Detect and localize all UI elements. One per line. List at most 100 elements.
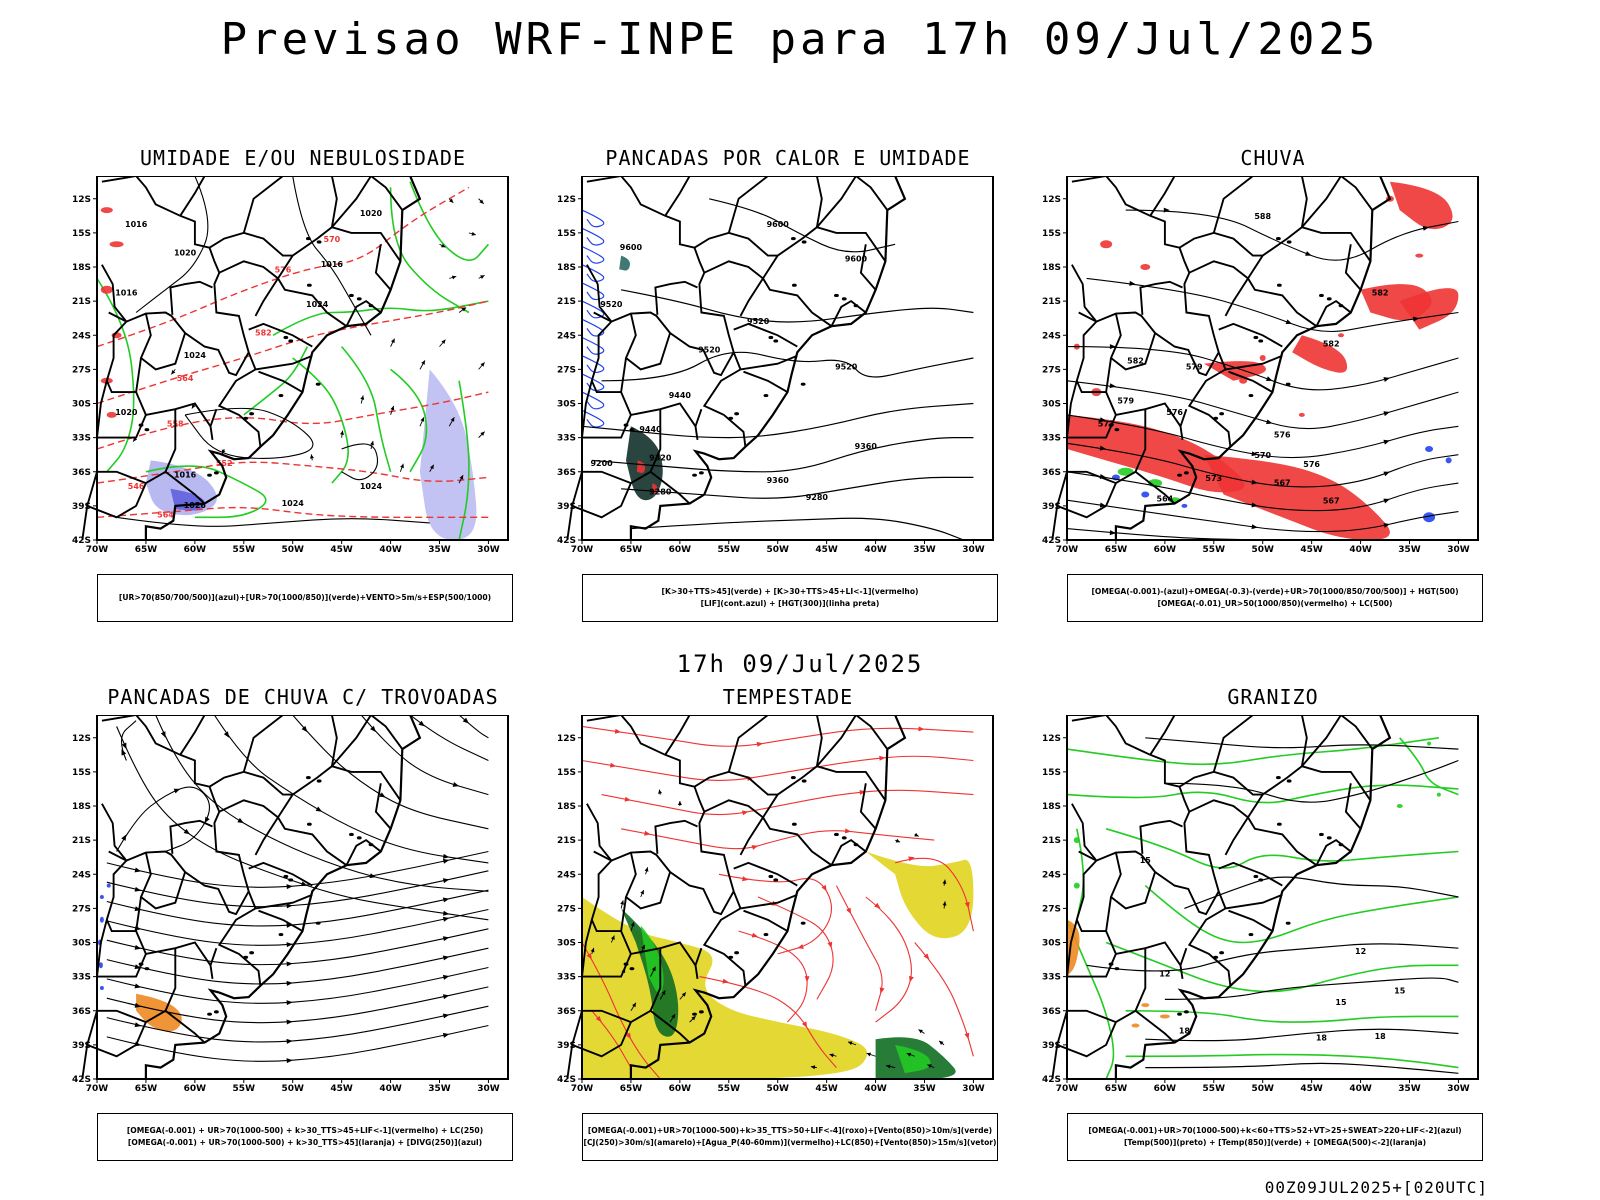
streamline-arrow bbox=[624, 796, 631, 802]
lake bbox=[1114, 428, 1120, 432]
lake bbox=[801, 240, 807, 244]
lon-tick-label: 70W bbox=[86, 1084, 109, 1094]
political-border bbox=[330, 715, 338, 767]
humidity-1000-850-contour bbox=[390, 368, 428, 473]
political-border bbox=[105, 380, 137, 394]
map-frame bbox=[96, 715, 509, 1080]
political-border bbox=[624, 852, 672, 910]
lake bbox=[356, 836, 362, 840]
political-border bbox=[208, 770, 293, 796]
rain-dots bbox=[1298, 412, 1305, 417]
political-border bbox=[1149, 715, 1176, 756]
legend-line: [CJ(250)>30m/s](amarelo)+[Agua_P(40-60mm… bbox=[583, 1138, 997, 1147]
wind-vector-head bbox=[400, 463, 404, 469]
contour-label: 1020 bbox=[174, 249, 197, 258]
lat-tick-label: 12S bbox=[72, 734, 91, 744]
lon-tick-label: 30W bbox=[962, 1084, 985, 1094]
lake bbox=[1285, 921, 1291, 925]
coastline bbox=[1114, 176, 1392, 540]
temp-850-cells bbox=[1073, 837, 1080, 844]
streamline bbox=[1066, 414, 1459, 459]
region-rain-omega-red bbox=[1204, 454, 1390, 540]
political-border bbox=[1301, 715, 1342, 767]
lon-tick-label: 65W bbox=[1105, 545, 1128, 555]
streamline-arrow bbox=[442, 897, 450, 903]
political-border bbox=[624, 313, 672, 371]
rain-dots bbox=[1239, 377, 1248, 384]
lif-contour bbox=[581, 355, 605, 374]
lon-tick-label: 45W bbox=[815, 545, 838, 555]
streamline-arrow bbox=[160, 731, 166, 738]
lake bbox=[138, 962, 144, 966]
streamline-arrow bbox=[1383, 498, 1390, 504]
lon-tick-label: 60W bbox=[1154, 545, 1177, 555]
lake bbox=[1213, 416, 1219, 420]
streamline bbox=[1125, 209, 1459, 261]
political-border bbox=[733, 322, 798, 348]
temp-500-contour bbox=[1184, 876, 1459, 909]
political-border bbox=[218, 260, 279, 280]
temp-500-contour bbox=[1145, 1028, 1459, 1042]
political-border bbox=[374, 783, 392, 830]
streamline-arrow bbox=[1109, 344, 1116, 350]
contour-label: 1024 bbox=[282, 499, 305, 508]
streamline bbox=[213, 715, 489, 864]
panel-title: PANCADAS POR CALOR E UMIDADE bbox=[605, 146, 971, 170]
rain-omega-blue bbox=[1445, 457, 1452, 464]
lake bbox=[316, 779, 322, 783]
contour-label: 1026 bbox=[184, 501, 207, 510]
lon-tick-label: 55W bbox=[233, 545, 256, 555]
political-border bbox=[179, 176, 206, 217]
streamline-arrow bbox=[742, 876, 749, 882]
streamline-arrow bbox=[173, 788, 181, 794]
legend-box: [UR>70(850/700/500)](azul)+[UR>70(1000/8… bbox=[97, 574, 513, 622]
lon-tick-label: 60W bbox=[184, 545, 207, 555]
streamline-arrow bbox=[442, 1013, 450, 1019]
lif-contour bbox=[581, 373, 605, 392]
political-border bbox=[855, 176, 889, 211]
political-border bbox=[743, 909, 788, 932]
wind-vector-head bbox=[340, 430, 345, 435]
region-unstable-area bbox=[626, 426, 663, 501]
lake bbox=[349, 293, 354, 298]
lat-tick-label: 12S bbox=[72, 195, 91, 205]
lake bbox=[841, 297, 847, 301]
forecast-time-title: 17h 09/Jul/2025 bbox=[676, 650, 924, 678]
streamline-arrow bbox=[442, 858, 450, 864]
wind-vector-head bbox=[810, 1065, 816, 1070]
temp-500-contour bbox=[1145, 1062, 1459, 1074]
political-border bbox=[830, 299, 867, 327]
lat-tick-label: 36S bbox=[1042, 1007, 1061, 1017]
political-border bbox=[582, 414, 632, 439]
rain-omega-blue bbox=[1141, 491, 1150, 498]
temp-850-contour bbox=[1399, 737, 1459, 796]
lat-tick-label: 24S bbox=[557, 331, 576, 341]
contour-label: 567 bbox=[1274, 478, 1291, 487]
panel-title: TEMPESTADE bbox=[722, 685, 854, 709]
lake bbox=[144, 967, 150, 971]
political-border bbox=[1300, 176, 1308, 228]
lat-tick-label: 39S bbox=[1042, 502, 1061, 512]
lake bbox=[623, 962, 629, 966]
geography bbox=[1051, 176, 1392, 541]
wind-vector-head bbox=[942, 879, 947, 884]
streamline-arrow bbox=[1109, 383, 1116, 389]
lat-tick-label: 36S bbox=[557, 468, 576, 478]
political-border bbox=[179, 715, 206, 756]
political-border bbox=[1075, 380, 1107, 394]
lake bbox=[1108, 962, 1114, 966]
wind-vector-head bbox=[480, 275, 485, 279]
lake bbox=[763, 393, 769, 398]
streamline-arrow bbox=[908, 856, 915, 862]
political-border bbox=[135, 357, 212, 427]
contour-label: 573 bbox=[1205, 474, 1222, 483]
streamline-arrow bbox=[801, 1021, 808, 1028]
political-border bbox=[859, 244, 877, 291]
streamline-arrow bbox=[286, 922, 293, 928]
streamline-arrow bbox=[286, 980, 293, 986]
political-border bbox=[370, 715, 404, 750]
lat-tick-label: 21S bbox=[72, 297, 91, 307]
contour-label: 546 bbox=[128, 482, 145, 491]
political-border bbox=[1105, 357, 1182, 427]
lake bbox=[853, 304, 859, 308]
